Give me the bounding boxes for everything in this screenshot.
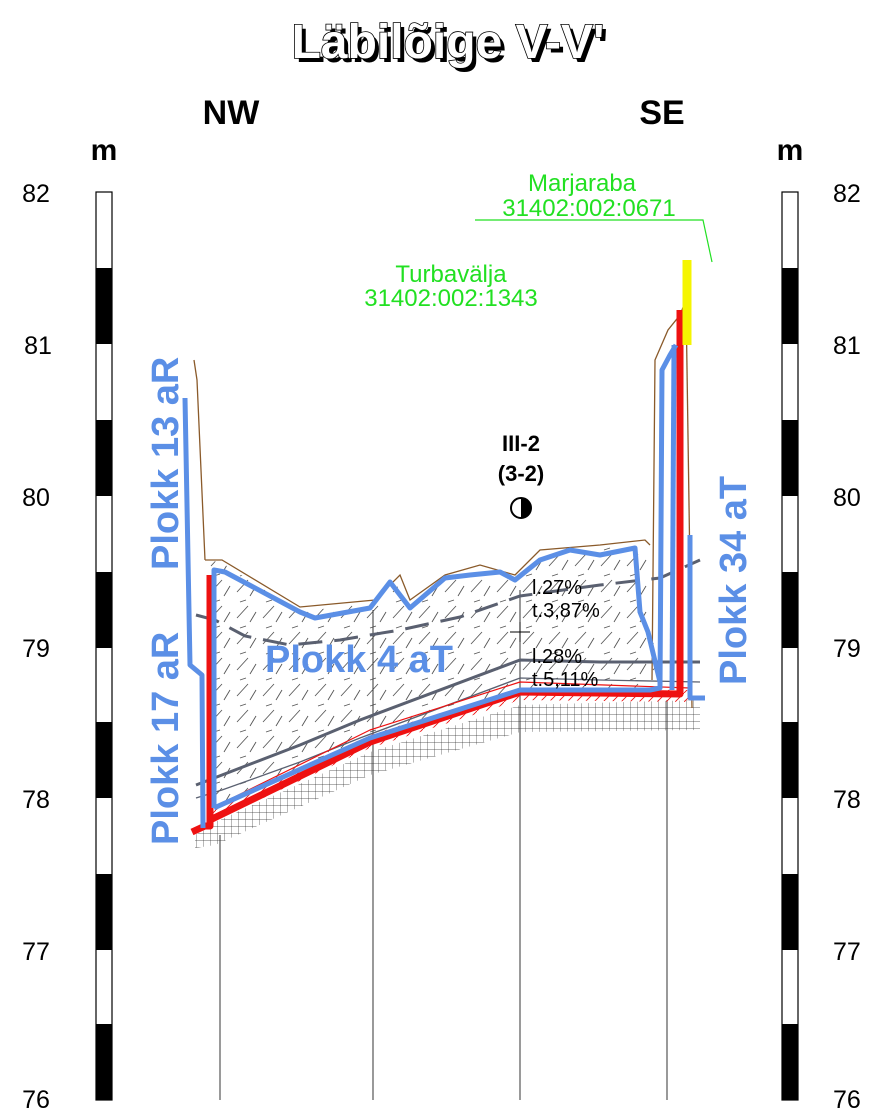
layer-l: l.27% xyxy=(532,577,582,599)
layer-boundaries xyxy=(195,558,701,799)
tick-label: 81 xyxy=(833,332,861,360)
tick-labels-right: 82 81 80 79 78 77 76 xyxy=(833,180,861,1113)
tick-label: 79 xyxy=(833,635,861,663)
parcel-code: 31402:002:0671 xyxy=(502,195,676,222)
layer-t: t.5,11% xyxy=(532,669,599,691)
parcel-code: 31402:002:1343 xyxy=(364,285,538,312)
plokk-34-label: Plokk 34 aT xyxy=(713,476,755,685)
layer-t: t.3,87% xyxy=(532,600,600,622)
layer-annotation-1: l.27% t.3,87% xyxy=(532,577,600,622)
borehole-id: III-2 xyxy=(502,431,540,456)
tick-label: 77 xyxy=(22,938,50,966)
tick-label: 82 xyxy=(22,180,50,208)
parcel-name: Marjaraba xyxy=(528,170,637,197)
tick-label: 78 xyxy=(22,786,50,814)
unit-left: m xyxy=(91,134,118,167)
plokk-13-label: Plokk 13 aR xyxy=(145,357,187,570)
peat-body xyxy=(210,545,655,810)
tick-label: 82 xyxy=(833,180,861,208)
tick-label: 76 xyxy=(22,1086,50,1113)
plokk-boundaries xyxy=(182,343,705,829)
scale-bar-right xyxy=(781,191,799,1101)
tick-label: 76 xyxy=(833,1086,861,1113)
title-shadow: Läbilõige V-V' xyxy=(296,20,609,73)
tick-label: 78 xyxy=(833,786,861,814)
half-circle-icon xyxy=(510,497,532,519)
section-title: Läbilõige V-V' xyxy=(292,16,605,69)
tick-label: 81 xyxy=(24,332,52,360)
parcel-marjaraba: Marjaraba 31402:002:0671 xyxy=(475,170,713,263)
plokk-4-label: Plokk 4 aT xyxy=(265,639,453,681)
tick-label: 80 xyxy=(22,484,50,512)
title-group: Läbilõige V-V' Läbilõige V-V' xyxy=(291,15,609,73)
tick-label: 77 xyxy=(833,938,861,966)
unit-right: m xyxy=(777,134,804,167)
direction-right: SE xyxy=(639,94,684,132)
layer-annotation-2: l.28% t.5,11% xyxy=(532,646,599,691)
plokk-17-label: Plokk 17 aR xyxy=(145,632,187,845)
tick-labels-left: 82 81 80 79 78 77 76 xyxy=(22,180,52,1113)
layer-l: l.28% xyxy=(532,646,582,668)
borehole-sub: (3-2) xyxy=(498,461,544,486)
tick-label: 79 xyxy=(22,635,50,663)
direction-left: NW xyxy=(203,94,261,132)
borehole: III-2 (3-2) xyxy=(498,431,544,519)
clay-layer xyxy=(195,700,700,848)
parcel-name: Turbavälja xyxy=(395,261,507,288)
tick-label: 80 xyxy=(833,484,861,512)
parcel-turbavalja: Turbavälja 31402:002:1343 xyxy=(364,261,538,312)
scale-bar-left xyxy=(95,191,113,1101)
